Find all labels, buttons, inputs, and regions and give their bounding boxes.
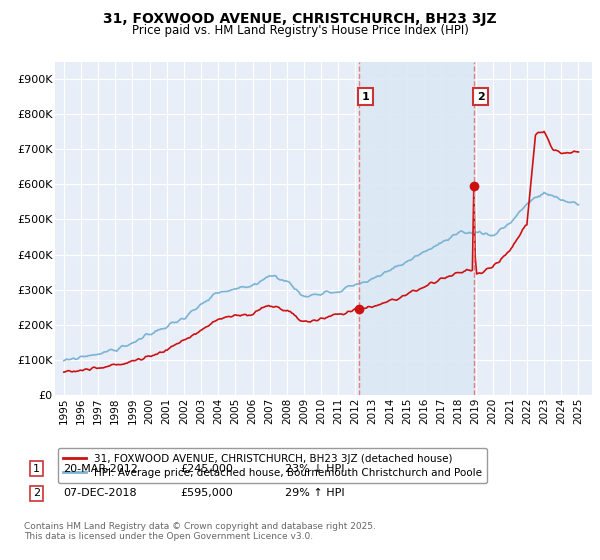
- Bar: [359, 62, 474, 395]
- Text: £595,000: £595,000: [180, 488, 233, 498]
- Text: 31, FOXWOOD AVENUE, CHRISTCHURCH, BH23 3JZ: 31, FOXWOOD AVENUE, CHRISTCHURCH, BH23 3…: [103, 12, 497, 26]
- Text: 2: 2: [477, 92, 484, 102]
- Text: Price paid vs. HM Land Registry's House Price Index (HPI): Price paid vs. HM Land Registry's House …: [131, 24, 469, 37]
- Text: 23% ↓ HPI: 23% ↓ HPI: [285, 464, 344, 474]
- Text: Contains HM Land Registry data © Crown copyright and database right 2025.
This d: Contains HM Land Registry data © Crown c…: [24, 522, 376, 542]
- Text: £245,000: £245,000: [180, 464, 233, 474]
- Legend: 31, FOXWOOD AVENUE, CHRISTCHURCH, BH23 3JZ (detached house), HPI: Average price,: 31, FOXWOOD AVENUE, CHRISTCHURCH, BH23 3…: [58, 449, 487, 483]
- Text: 07-DEC-2018: 07-DEC-2018: [63, 488, 137, 498]
- Text: 20-MAR-2012: 20-MAR-2012: [63, 464, 138, 474]
- Text: 2: 2: [33, 488, 40, 498]
- Text: 1: 1: [362, 92, 370, 102]
- Text: 1: 1: [33, 464, 40, 474]
- Text: 29% ↑ HPI: 29% ↑ HPI: [285, 488, 344, 498]
